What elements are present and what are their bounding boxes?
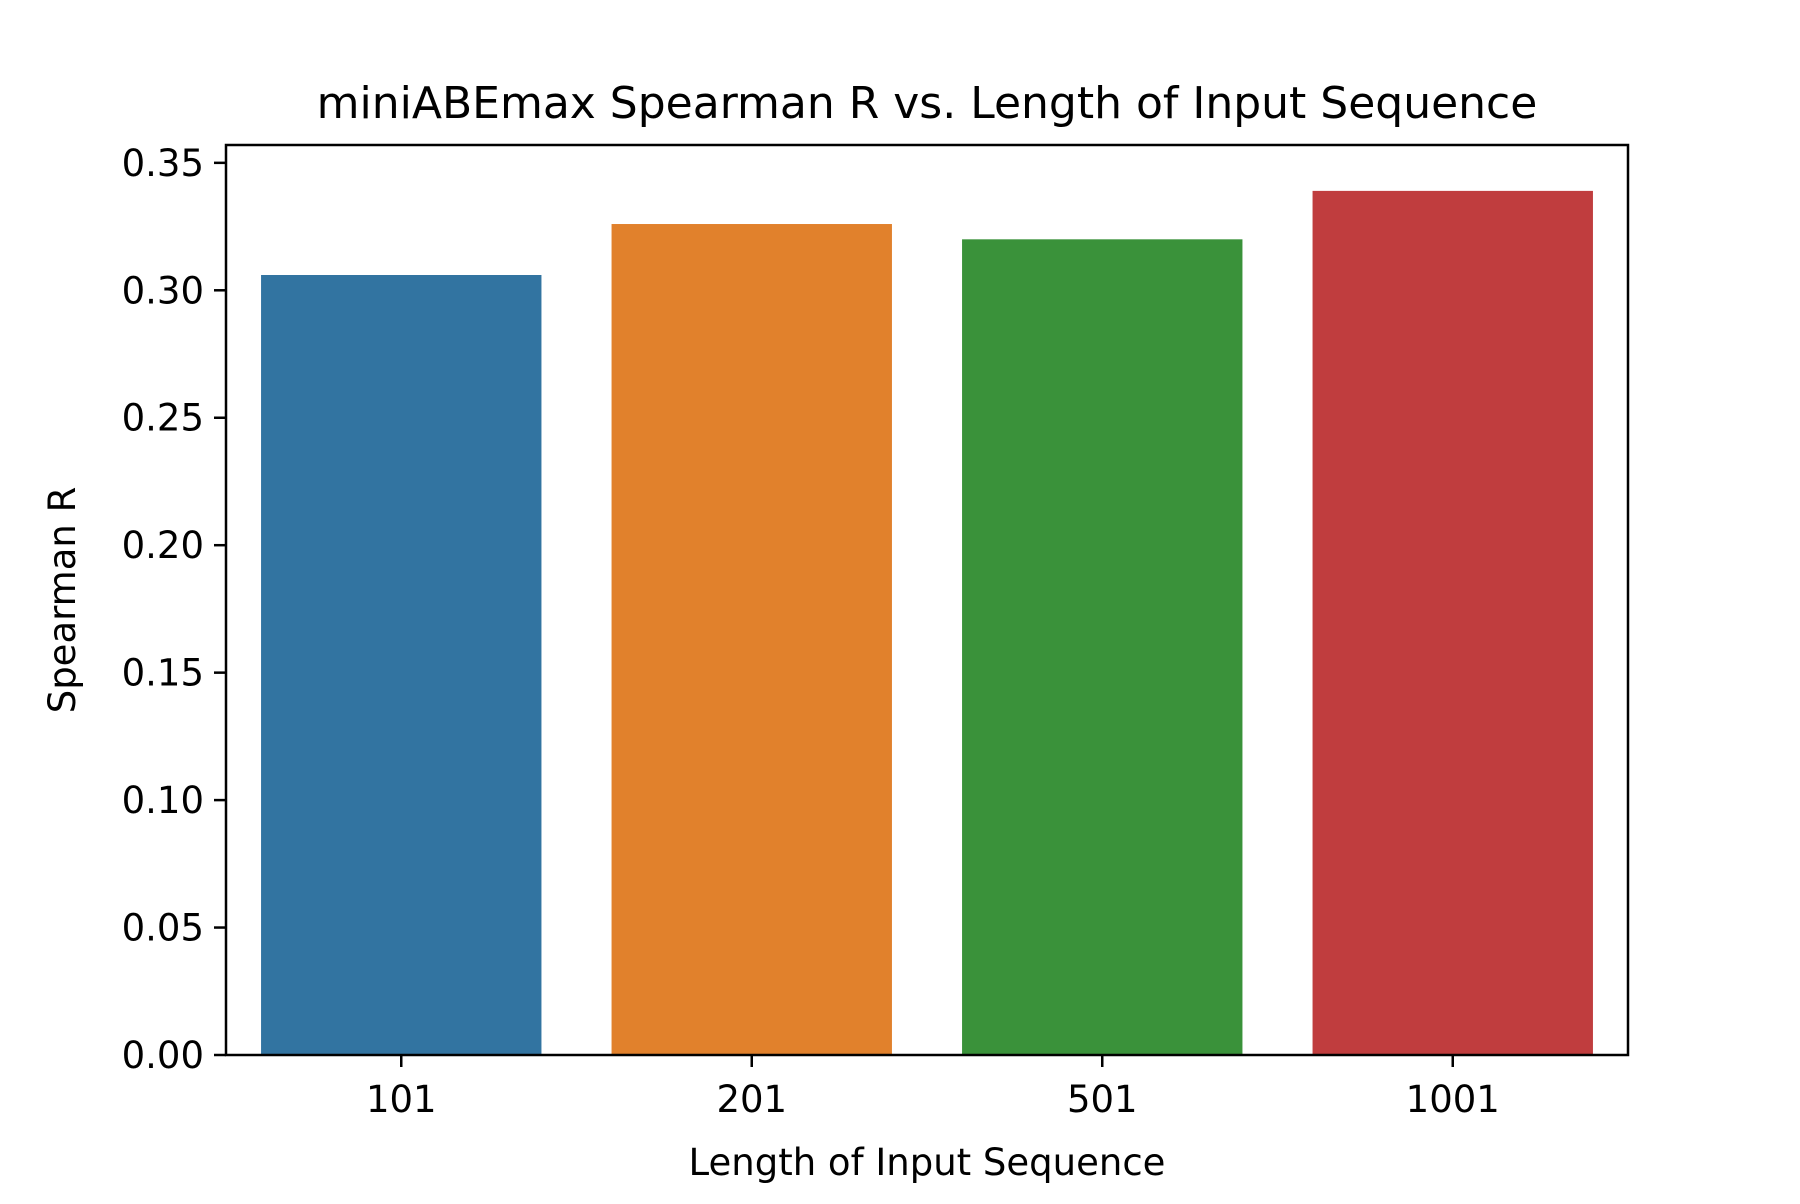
x-axis-label: Length of Input Sequence [689,1141,1166,1184]
bar-101 [261,275,542,1055]
y-axis-ticks: 0.00 0.05 0.10 0.15 0.20 0.25 0.30 0.35 [122,142,226,1077]
x-tick-label: 201 [716,1078,787,1121]
chart-title: miniABEmax Spearman R vs. Length of Inpu… [317,78,1538,129]
bar-201 [611,224,892,1056]
y-tick-label: 0.05 [122,907,204,950]
bars-layer [261,190,1593,1056]
x-tick-label: 1001 [1406,1078,1500,1121]
plot-frame [224,143,1630,1057]
x-axis-ticks: 101 201 501 1001 [366,1055,1500,1121]
y-tick-label: 0.15 [122,652,204,695]
x-tick-label: 501 [1067,1078,1138,1121]
bar-501 [962,239,1243,1055]
y-tick-label: 0.00 [122,1034,204,1077]
y-tick-label: 0.10 [122,779,204,822]
y-tick-label: 0.25 [122,397,204,440]
y-tick-label: 0.30 [122,269,204,312]
y-tick-label: 0.20 [122,524,204,567]
x-tick-label: 101 [366,1078,437,1121]
bar-1001 [1312,190,1593,1056]
y-tick-label: 0.35 [122,142,204,185]
y-axis-label: Spearman R [41,487,84,714]
